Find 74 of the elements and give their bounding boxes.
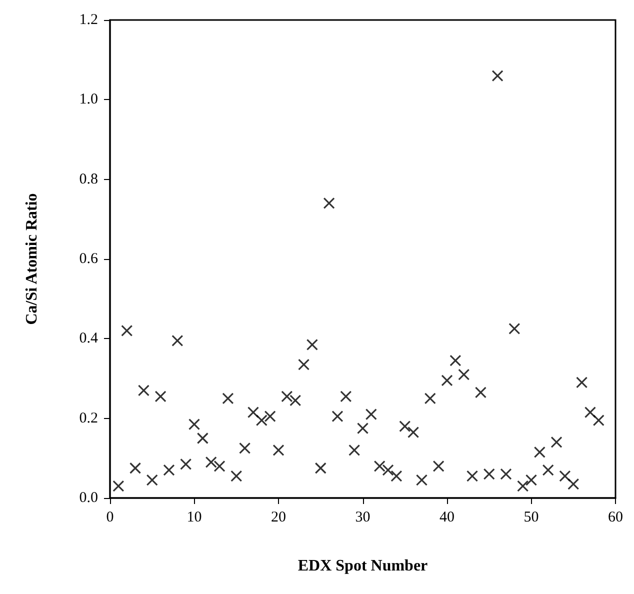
point bbox=[500, 468, 512, 480]
point bbox=[146, 474, 158, 486]
point bbox=[390, 470, 402, 482]
point bbox=[196, 432, 208, 444]
y-tick-label: 1.2 bbox=[79, 12, 98, 28]
point bbox=[264, 410, 276, 422]
point bbox=[458, 368, 470, 380]
point bbox=[576, 376, 588, 388]
point bbox=[180, 458, 192, 470]
point bbox=[399, 420, 411, 432]
point bbox=[332, 410, 344, 422]
point bbox=[517, 480, 529, 492]
point bbox=[214, 460, 226, 472]
point bbox=[550, 436, 562, 448]
point bbox=[568, 478, 580, 490]
point bbox=[441, 374, 453, 386]
y-tick-label: 0.2 bbox=[79, 410, 98, 426]
point bbox=[508, 322, 520, 335]
point bbox=[306, 338, 318, 350]
point bbox=[298, 358, 310, 370]
point bbox=[382, 464, 394, 476]
point bbox=[172, 334, 184, 346]
point bbox=[230, 470, 242, 482]
point bbox=[534, 446, 546, 458]
y-tick-label: 0.0 bbox=[79, 490, 98, 506]
point bbox=[559, 470, 571, 482]
y-axis-title: Ca/Si Atomic Ratio bbox=[24, 193, 40, 325]
point bbox=[281, 390, 293, 402]
point bbox=[129, 462, 142, 474]
point bbox=[239, 442, 251, 454]
point bbox=[542, 464, 554, 476]
x-tick-label: 30 bbox=[355, 510, 370, 526]
point bbox=[348, 444, 360, 456]
point bbox=[424, 392, 436, 404]
point bbox=[138, 384, 150, 396]
point bbox=[492, 70, 504, 82]
point bbox=[314, 462, 326, 474]
point bbox=[247, 406, 260, 418]
point bbox=[205, 456, 217, 468]
point bbox=[483, 468, 495, 480]
point bbox=[272, 444, 284, 456]
point bbox=[365, 408, 377, 420]
point bbox=[432, 460, 444, 472]
point bbox=[163, 464, 175, 476]
point bbox=[592, 414, 604, 426]
point bbox=[188, 418, 200, 430]
point bbox=[450, 354, 462, 366]
x-tick-label: 0 bbox=[106, 510, 114, 526]
point bbox=[584, 406, 596, 418]
x-tick-label: 20 bbox=[271, 510, 286, 526]
point bbox=[466, 470, 478, 482]
point bbox=[340, 390, 352, 402]
point bbox=[121, 324, 133, 336]
point bbox=[374, 460, 386, 472]
y-tick-label: 0.4 bbox=[79, 330, 98, 347]
point bbox=[290, 394, 302, 406]
x-tick-label: 50 bbox=[524, 510, 539, 526]
point bbox=[525, 474, 538, 486]
x-axis-title: EDX Spot Number bbox=[298, 558, 428, 574]
point bbox=[256, 414, 268, 426]
x-tick-label: 10 bbox=[186, 510, 202, 526]
point bbox=[222, 392, 234, 404]
x-tick-label: 40 bbox=[440, 510, 454, 526]
point bbox=[474, 386, 486, 398]
point bbox=[112, 480, 124, 492]
point bbox=[416, 474, 428, 486]
y-tick-label: 0.6 bbox=[79, 251, 98, 267]
x-tick-label: 60 bbox=[608, 510, 623, 526]
point bbox=[408, 426, 420, 438]
y-tick-label: 1.0 bbox=[79, 92, 98, 108]
point bbox=[323, 197, 335, 210]
point bbox=[356, 422, 369, 434]
y-tick-label: 0.8 bbox=[79, 171, 98, 188]
point bbox=[154, 390, 166, 402]
